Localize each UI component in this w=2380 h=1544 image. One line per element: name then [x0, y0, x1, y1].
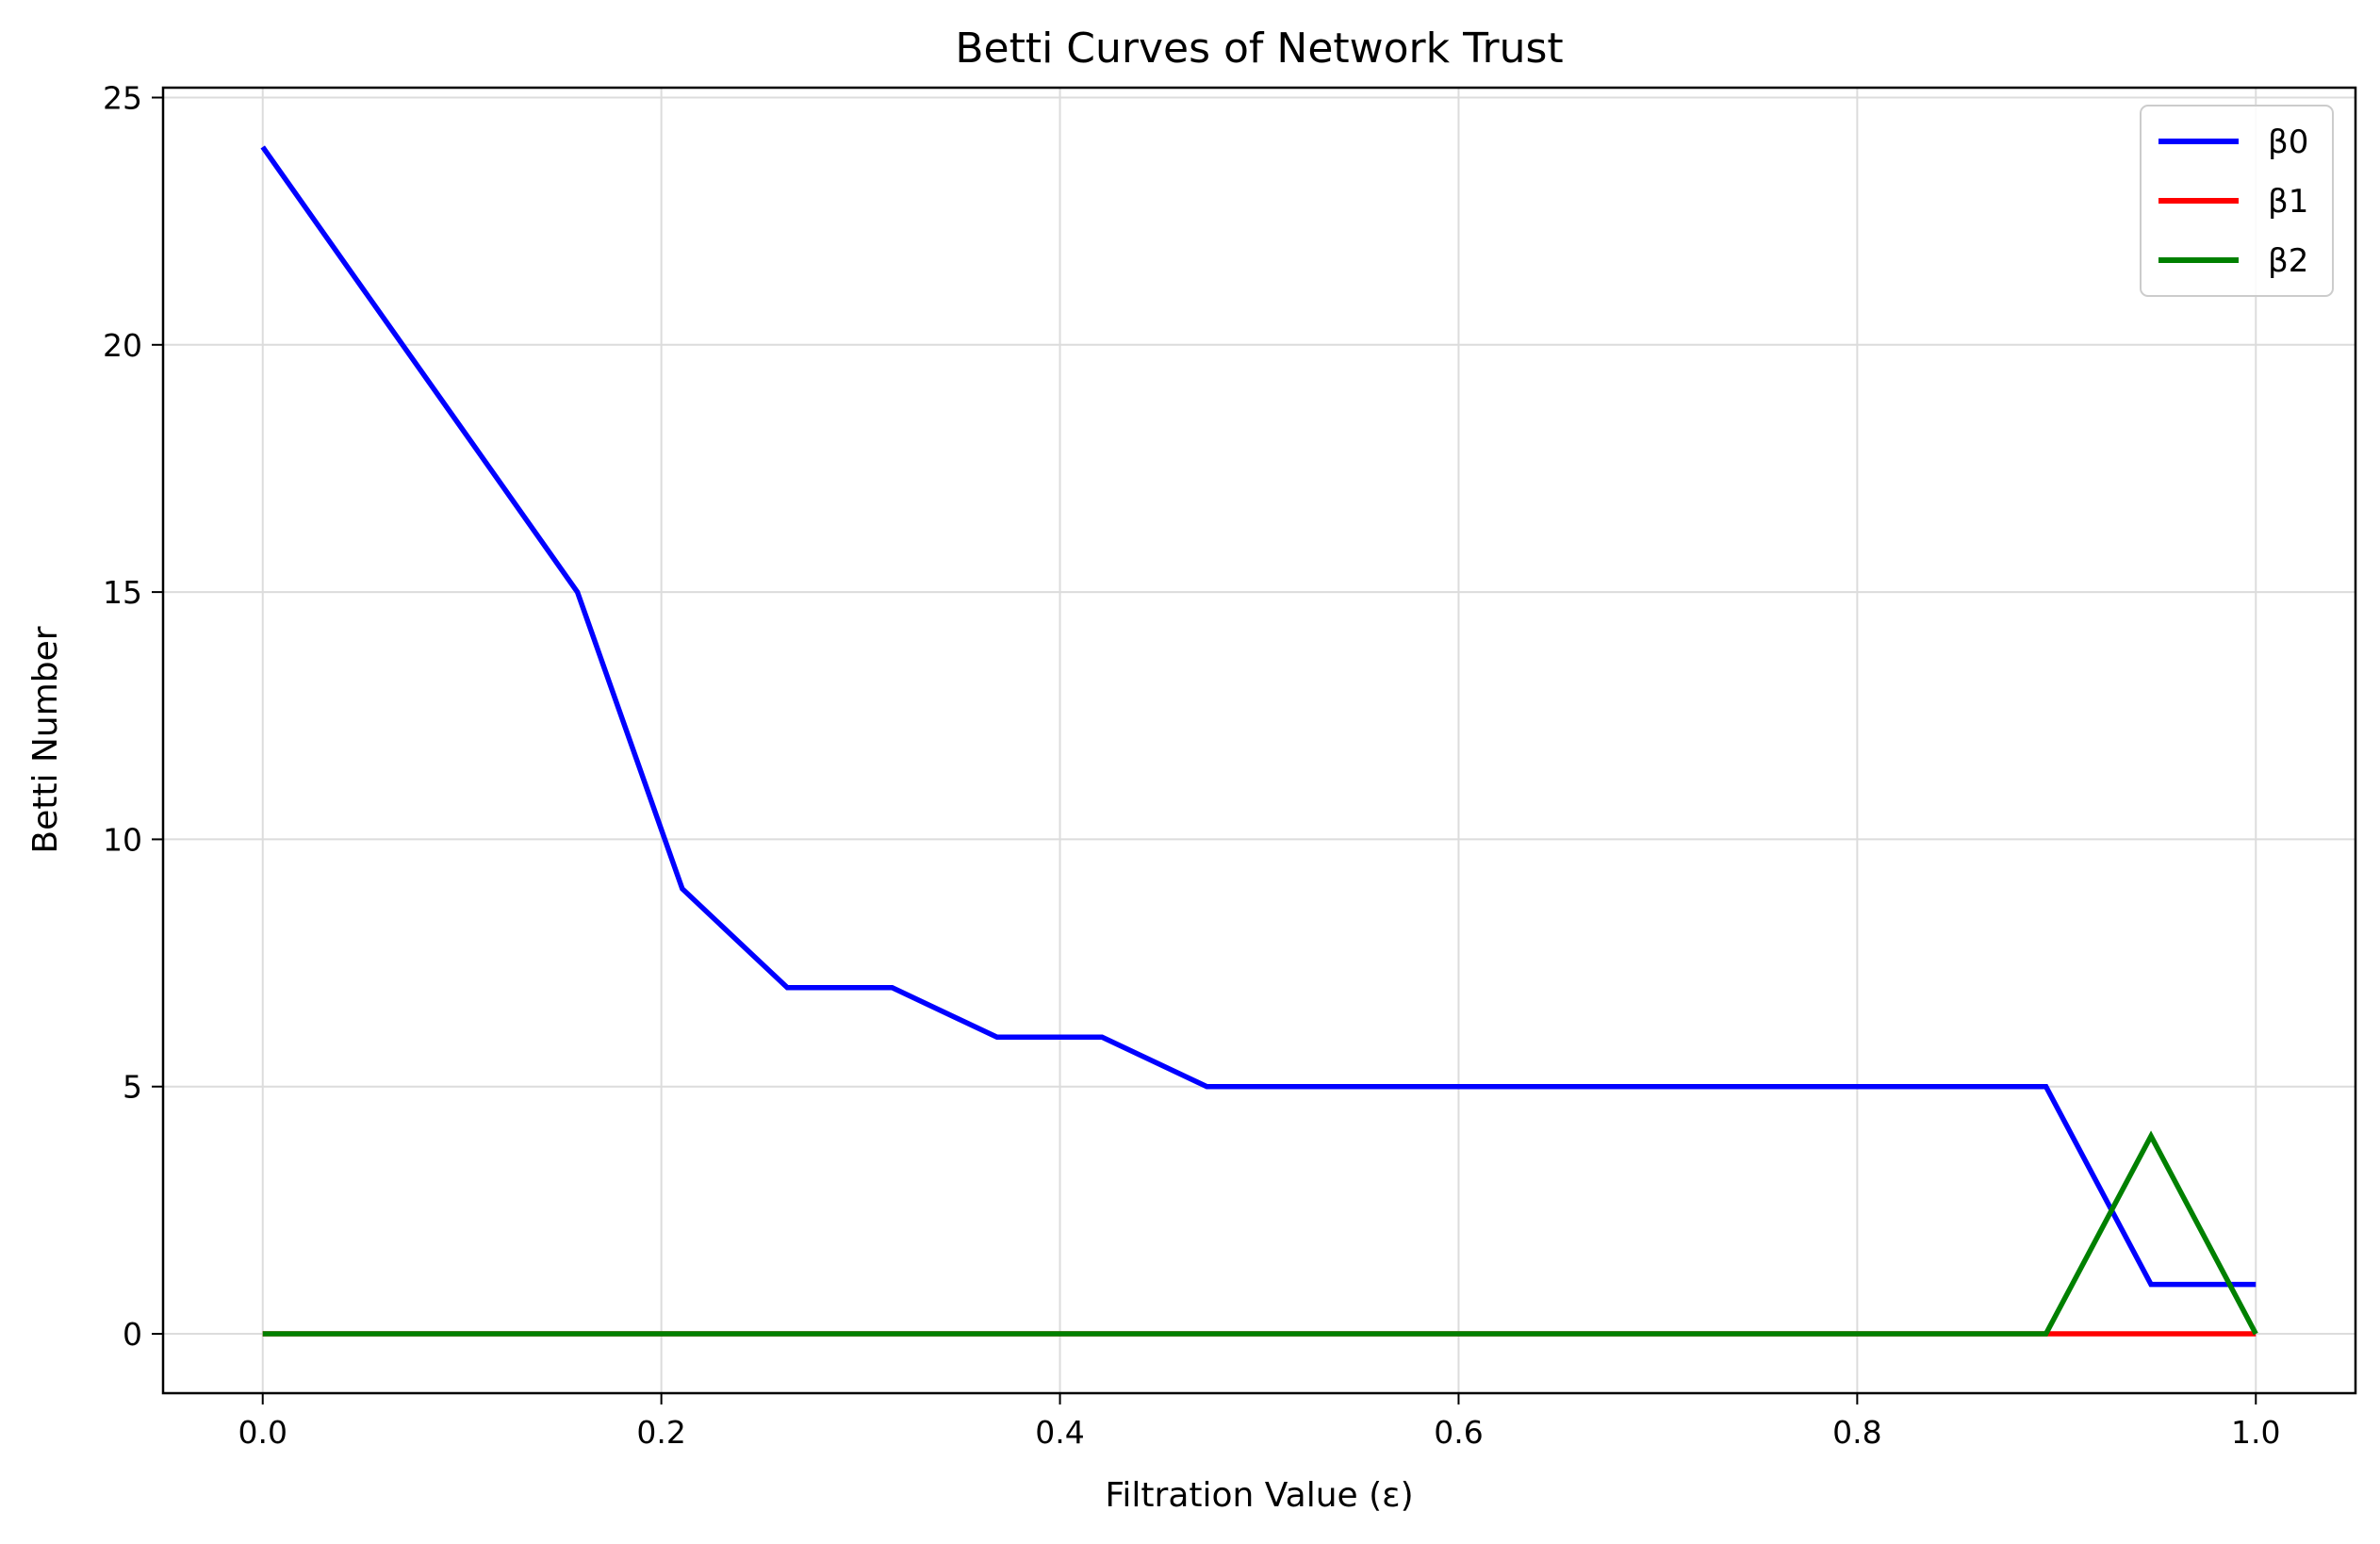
- chart-title: Betti Curves of Network Trust: [955, 25, 1563, 73]
- y-tick-label: 15: [103, 574, 142, 611]
- series-0-line: [260, 145, 2257, 1288]
- legend-label-1: β1: [2268, 183, 2308, 221]
- x-tick-label: 0.0: [238, 1414, 287, 1451]
- plot-frame: [161, 86, 2357, 1395]
- x-tick-label: 0.6: [1434, 1414, 1483, 1451]
- series-2-line: [262, 1130, 2258, 1337]
- y-axis-label: Betti Number: [26, 626, 65, 853]
- legend-label-0: β0: [2268, 123, 2308, 161]
- y-tick-label: 5: [123, 1069, 142, 1106]
- legend-label-2: β2: [2268, 242, 2308, 280]
- y-tick-label: 0: [123, 1316, 142, 1353]
- x-tick-label: 0.8: [1832, 1414, 1881, 1451]
- y-tick-label: 25: [103, 79, 142, 116]
- x-tick-label: 1.0: [2231, 1414, 2280, 1451]
- legend: β0 β1 β2: [2140, 105, 2334, 297]
- y-tick-label: 10: [103, 821, 142, 858]
- series-layer: [260, 145, 2258, 1337]
- tick-layer: 0.0 0.2 0.4 0.6 0.8 1.0 0 5 10 15 20 25: [103, 79, 2281, 1451]
- x-tick-label: 0.4: [1035, 1414, 1084, 1451]
- x-tick-label: 0.2: [636, 1414, 685, 1451]
- grid-layer: [163, 88, 2355, 1393]
- legend-items: β0 β1 β2: [2158, 123, 2308, 280]
- x-axis-label: Filtration Value (ε): [1105, 1476, 1413, 1515]
- y-tick-label: 20: [103, 327, 142, 364]
